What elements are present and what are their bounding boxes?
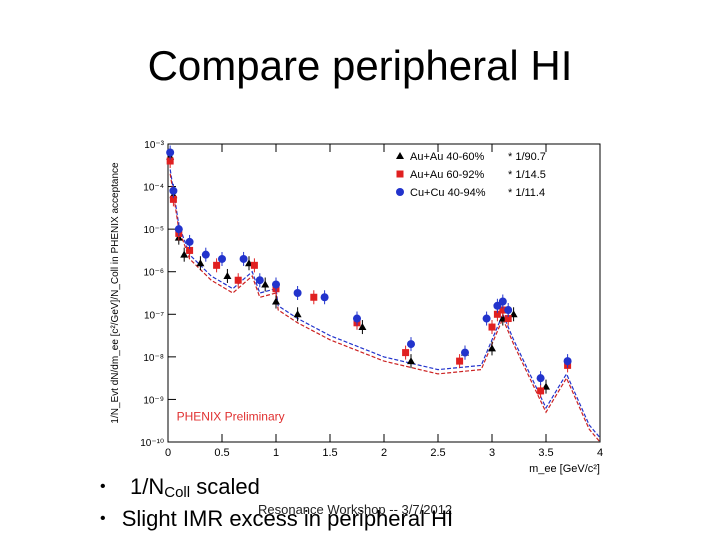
data-point-circle (493, 301, 502, 310)
data-point-circle (169, 186, 178, 195)
x-tick-label: 3 (489, 447, 495, 459)
slide-footer: Resonance Workshop -- 3/7/2012 (258, 502, 453, 517)
dielectron-mass-chart: 0 0.5 1 1.5 2 2.5 3 3.5 4 10⁻³ 10⁻⁴ 10⁻⁵ 10⁻⁶ 10⁻⁷ 10⁻… (110, 140, 603, 475)
y-tick-label: 10⁻⁹ (143, 395, 164, 406)
bullet-2-text: Slight IMR excess in peripheral HI (121, 506, 454, 531)
legend-scale: * 1/90.7 (508, 151, 546, 163)
data-point-square (169, 195, 177, 203)
data-point-circle (272, 280, 280, 289)
data-point-circle (498, 297, 507, 306)
data-point-triangle (272, 297, 280, 305)
data-point-square (493, 310, 501, 318)
bullet-1-prefix: 1/N (130, 474, 165, 499)
bullet-dot: • (100, 510, 106, 527)
legend-label: Cu+Cu 40-94% (410, 187, 486, 199)
bullet-1-subscript: Coll (164, 484, 191, 501)
curve-cocktail-peripheral (169, 173, 601, 443)
x-tick-label: 4 (597, 447, 603, 459)
legend-marker (396, 152, 404, 159)
data-point-circle (166, 148, 175, 157)
data-point-square (402, 349, 410, 357)
y-tick-label: 10⁻⁸ (143, 353, 164, 364)
slide-title: Compare peripheral HI (147, 42, 573, 89)
data-point-circle (255, 276, 264, 285)
data-point-square (310, 293, 318, 301)
x-tick-label: 0 (165, 447, 171, 459)
x-tick-label: 2 (381, 447, 387, 459)
data-point-circle (239, 254, 248, 263)
data-point-circle (563, 357, 572, 366)
data-point-circle (482, 314, 491, 323)
x-tick-label: 0.5 (214, 447, 229, 459)
legend-marker (396, 188, 404, 196)
watermark-label: PHENIX Preliminary (177, 410, 285, 424)
data-point-circle (320, 293, 329, 302)
bullet-item-2: • Slight IMR excess in peripheral HI (100, 506, 453, 532)
data-point-triangle (180, 250, 189, 258)
data-point-circle (504, 306, 513, 315)
data-point-square (213, 261, 221, 269)
data-point-triangle (196, 259, 205, 267)
x-axis-label: m_ee [GeV/c²] (529, 463, 600, 475)
data-point-circle (536, 374, 545, 383)
y-axis-label: 1/N_Evt dN/dm_ee [c²/GeV]/N_Coll in PHEN… (110, 162, 121, 424)
x-tick-label: 1.5 (322, 447, 337, 459)
data-point-triangle (488, 344, 496, 352)
data-point-square (166, 157, 174, 165)
data-point-square (186, 246, 194, 254)
y-tick-label: 10⁻¹⁰ (140, 438, 164, 449)
bullet-1-suffix: scaled (190, 474, 260, 499)
data-point-triangle (407, 357, 415, 365)
x-tick-label: 2.5 (430, 447, 445, 459)
legend-scale: * 1/14.5 (508, 169, 546, 181)
y-tick-label: 10⁻⁴ (143, 183, 164, 194)
data-point-circle (293, 289, 302, 297)
data-point-circle (353, 314, 361, 323)
data-point-circle (201, 250, 210, 259)
data-point-square (456, 357, 464, 365)
data-point-square (499, 306, 507, 314)
data-point-square (234, 276, 242, 284)
x-tick-label: 1 (273, 447, 279, 459)
data-point-triangle (293, 310, 302, 318)
data-point-square (504, 315, 512, 323)
data-point-circle (461, 348, 469, 357)
x-tick-label: 3.5 (538, 447, 553, 459)
y-tick-label: 10⁻⁶ (143, 268, 164, 279)
data-point-triangle (261, 280, 270, 288)
data-point-square (537, 387, 545, 395)
data-point-square (250, 261, 258, 269)
y-tick-label: 10⁻³ (144, 140, 164, 151)
curve-cocktail (169, 169, 601, 439)
data-point-circle (174, 225, 183, 234)
y-tick-label: 10⁻⁷ (144, 310, 164, 321)
legend-label: Au+Au 40-60% (410, 151, 485, 163)
data-point-triangle (358, 323, 367, 331)
y-tick-label: 10⁻⁵ (143, 225, 164, 236)
bullet-dot: • (100, 478, 106, 495)
data-point-circle (185, 237, 194, 246)
legend-label: Au+Au 60-92% (410, 169, 485, 181)
legend-scale: * 1/11.4 (508, 187, 545, 199)
data-point-circle (407, 340, 415, 349)
data-point-square (488, 323, 496, 331)
data-point-triangle (223, 271, 232, 279)
data-point-circle (218, 254, 226, 263)
legend-marker (396, 170, 404, 178)
